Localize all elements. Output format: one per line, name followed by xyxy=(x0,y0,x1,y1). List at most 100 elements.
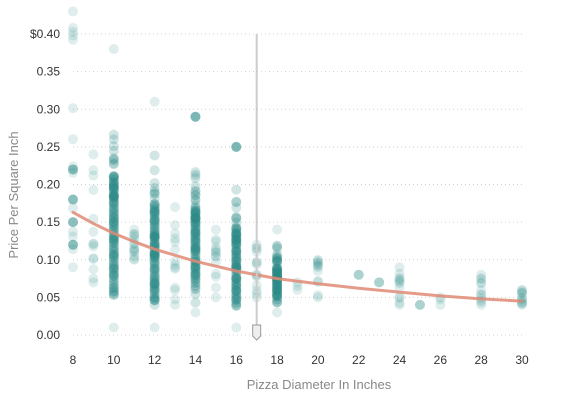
data-point xyxy=(190,274,201,285)
data-point xyxy=(231,227,242,238)
data-point xyxy=(190,243,201,254)
data-point xyxy=(108,145,119,156)
data-point xyxy=(149,216,160,227)
data-point xyxy=(108,183,119,194)
data-point xyxy=(210,246,221,257)
data-point xyxy=(210,236,221,247)
data-point xyxy=(88,253,99,264)
data-point xyxy=(190,231,201,242)
data-point xyxy=(149,206,160,217)
data-point xyxy=(170,299,181,310)
data-point xyxy=(312,255,323,266)
data-point xyxy=(149,203,160,214)
data-point xyxy=(272,290,283,301)
data-point xyxy=(231,300,242,311)
data-point xyxy=(272,279,283,290)
data-point xyxy=(68,203,78,214)
data-point xyxy=(129,228,140,239)
data-point xyxy=(210,292,221,303)
data-point xyxy=(231,234,242,245)
data-point xyxy=(190,111,201,122)
data-point xyxy=(149,268,160,279)
data-point xyxy=(374,277,385,288)
data-point xyxy=(149,228,160,239)
data-point xyxy=(231,273,242,284)
data-point xyxy=(108,219,119,230)
data-point xyxy=(210,268,221,279)
data-point xyxy=(108,191,119,202)
data-point xyxy=(108,271,119,282)
data-point xyxy=(170,244,181,255)
data-point xyxy=(272,284,283,295)
data-points xyxy=(68,6,527,333)
data-point xyxy=(68,231,78,242)
data-point xyxy=(108,159,119,170)
data-point xyxy=(108,283,119,294)
data-point xyxy=(190,213,201,224)
data-point xyxy=(190,226,201,237)
data-point xyxy=(68,30,78,41)
data-point xyxy=(149,188,160,199)
data-point xyxy=(231,285,242,296)
data-point xyxy=(190,227,201,238)
data-point xyxy=(231,288,242,299)
data-point xyxy=(108,186,119,197)
data-point xyxy=(272,243,283,254)
data-point xyxy=(129,254,140,265)
data-point xyxy=(108,283,119,294)
data-point xyxy=(231,223,242,234)
data-point xyxy=(476,273,487,284)
data-point xyxy=(88,170,99,181)
y-axis-title: Price Per Square Inch xyxy=(6,131,21,258)
data-point xyxy=(108,190,119,201)
data-point xyxy=(108,154,119,165)
data-point xyxy=(272,290,283,301)
data-point xyxy=(394,274,405,285)
data-point xyxy=(476,274,487,285)
data-point xyxy=(210,247,221,258)
data-point xyxy=(190,194,201,205)
data-point xyxy=(272,279,283,290)
data-point xyxy=(129,229,140,240)
position-marker[interactable] xyxy=(252,34,262,341)
data-point xyxy=(476,289,487,300)
data-point xyxy=(312,262,323,273)
data-point xyxy=(231,228,242,239)
data-point xyxy=(149,292,160,303)
data-point xyxy=(149,271,160,282)
data-point xyxy=(190,264,201,275)
grid-lines xyxy=(73,33,522,336)
data-point xyxy=(272,251,283,262)
data-point xyxy=(231,294,242,305)
data-point xyxy=(272,264,283,275)
data-point xyxy=(190,265,201,276)
data-point xyxy=(149,220,160,231)
data-point xyxy=(149,250,160,261)
data-point xyxy=(170,220,181,231)
data-point xyxy=(272,264,283,275)
data-point xyxy=(272,253,283,264)
data-point xyxy=(231,228,242,239)
data-point xyxy=(108,192,119,203)
data-point xyxy=(129,224,140,235)
data-point xyxy=(272,224,283,235)
data-point xyxy=(190,211,201,222)
marker-handle xyxy=(252,324,262,341)
data-point xyxy=(108,222,119,233)
data-point xyxy=(170,262,181,273)
data-point xyxy=(190,241,201,252)
data-point xyxy=(292,284,303,295)
data-point xyxy=(108,174,119,185)
data-point xyxy=(149,292,160,303)
data-point xyxy=(149,193,160,204)
y-tick-label: 0.25 xyxy=(37,140,61,154)
data-point xyxy=(231,285,242,296)
data-point xyxy=(476,278,487,289)
data-point xyxy=(231,196,242,207)
data-point xyxy=(68,239,78,250)
data-point xyxy=(231,245,242,256)
data-point xyxy=(190,187,201,198)
data-point xyxy=(231,273,242,284)
